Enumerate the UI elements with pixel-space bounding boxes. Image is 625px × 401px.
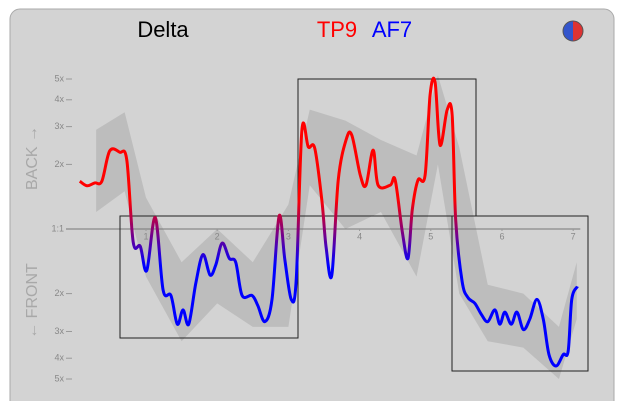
x-tick-label: 5 <box>428 231 433 241</box>
x-tick-label: 2 <box>215 231 220 241</box>
brain-icon[interactable] <box>562 20 584 42</box>
y-tick-label: 3x <box>54 326 64 336</box>
y-tick-label: 1:1 <box>51 223 64 233</box>
ratio-line <box>78 76 579 368</box>
x-tick-label: 4 <box>357 231 362 241</box>
legend-entry: TP9 <box>317 17 357 42</box>
x-tick-label: 3 <box>286 231 291 241</box>
y-axis-label: BACK → <box>24 126 41 190</box>
y-axis-label: ← FRONT <box>24 263 41 339</box>
legend-entry: AF7 <box>372 17 412 42</box>
region-box <box>451 215 589 372</box>
x-tick-label: 7 <box>571 231 576 241</box>
x-tick-label: 1 <box>143 231 148 241</box>
y-tick-label: 3x <box>54 121 64 131</box>
y-tick-label: 4x <box>54 353 64 363</box>
chart-title: Delta <box>137 17 189 42</box>
spread-band <box>96 75 577 380</box>
x-tick-label: 6 <box>499 231 504 241</box>
y-tick-label: 4x <box>54 94 64 104</box>
y-tick-label: 2x <box>54 288 64 298</box>
y-tick-label: 5x <box>54 373 64 383</box>
y-tick-label: 2x <box>54 159 64 169</box>
y-tick-label: 5x <box>54 73 64 83</box>
region-box <box>119 215 299 339</box>
region-box <box>297 78 477 217</box>
